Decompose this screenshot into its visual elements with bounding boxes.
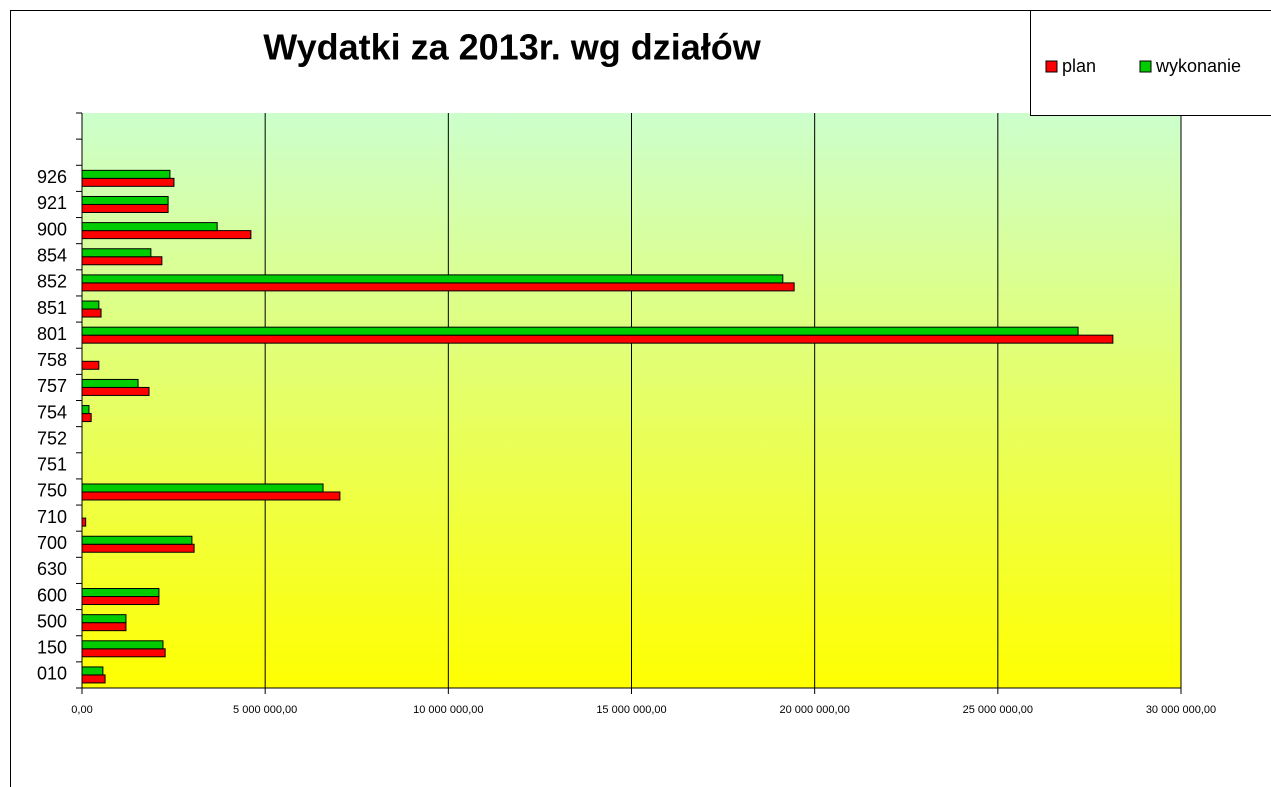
y-tick-label: 710 xyxy=(37,507,67,527)
y-tick-label: 757 xyxy=(37,376,67,396)
bar xyxy=(81,222,218,232)
y-tick-label: 801 xyxy=(37,324,67,344)
bar xyxy=(81,622,127,632)
bar xyxy=(81,177,175,187)
y-tick-label: 854 xyxy=(37,246,67,266)
chart-border xyxy=(10,10,1271,787)
bar xyxy=(81,360,100,370)
x-tick-label: 10 000 000,00 xyxy=(413,704,483,716)
x-tick-label: 5 000 000,00 xyxy=(233,704,297,716)
y-tick-label: 751 xyxy=(37,455,67,475)
bar xyxy=(81,648,166,658)
y-tick-label: 851 xyxy=(37,298,67,318)
bar xyxy=(81,517,87,527)
x-tick-label: 25 000 000,00 xyxy=(963,704,1033,716)
y-tick-label: 758 xyxy=(37,350,67,370)
y-tick-label: 010 xyxy=(37,664,67,684)
bar xyxy=(81,195,169,205)
legend-swatch xyxy=(1139,60,1152,73)
bar xyxy=(81,535,193,545)
bar xyxy=(81,256,163,266)
bar xyxy=(81,248,152,258)
bar xyxy=(81,203,169,213)
bar xyxy=(81,169,171,179)
bar xyxy=(81,300,100,310)
y-tick-label: 150 xyxy=(37,638,67,658)
bar xyxy=(81,483,324,493)
legend-swatch xyxy=(1045,60,1058,73)
y-tick-label: 852 xyxy=(37,272,67,292)
bar xyxy=(81,491,341,501)
bar xyxy=(81,588,160,598)
bar xyxy=(81,378,139,388)
bar xyxy=(81,274,784,284)
bar xyxy=(81,334,1114,344)
bar xyxy=(81,640,164,650)
y-tick-label: 630 xyxy=(37,559,67,579)
bar xyxy=(81,326,1079,336)
bar xyxy=(81,230,252,240)
legend-label: plan xyxy=(1062,56,1096,76)
x-tick-label: 20 000 000,00 xyxy=(779,704,849,716)
x-tick-label: 15 000 000,00 xyxy=(596,704,666,716)
y-tick-label: 500 xyxy=(37,611,67,631)
bar xyxy=(81,413,92,423)
legend-label: wykonanie xyxy=(1155,56,1241,76)
bar xyxy=(81,308,102,318)
x-tick-label: 0,00 xyxy=(71,704,92,716)
y-tick-label: 921 xyxy=(37,193,67,213)
bar xyxy=(81,596,160,606)
bar xyxy=(81,674,106,684)
chart-title: Wydatki za 2013r. wg działów xyxy=(263,27,762,68)
y-tick-label: 900 xyxy=(37,219,67,239)
bar xyxy=(81,386,150,396)
y-tick-label: 926 xyxy=(37,167,67,187)
y-tick-label: 700 xyxy=(37,533,67,553)
bar xyxy=(81,405,90,415)
bar xyxy=(81,666,104,676)
y-tick-label: 600 xyxy=(37,585,67,605)
x-tick-label: 30 000 000,00 xyxy=(1146,704,1216,716)
y-tick-label: 752 xyxy=(37,428,67,448)
bar xyxy=(81,543,195,553)
bar xyxy=(81,614,127,624)
bar xyxy=(81,282,795,292)
y-tick-label: 754 xyxy=(37,402,67,422)
y-tick-label: 750 xyxy=(37,481,67,501)
